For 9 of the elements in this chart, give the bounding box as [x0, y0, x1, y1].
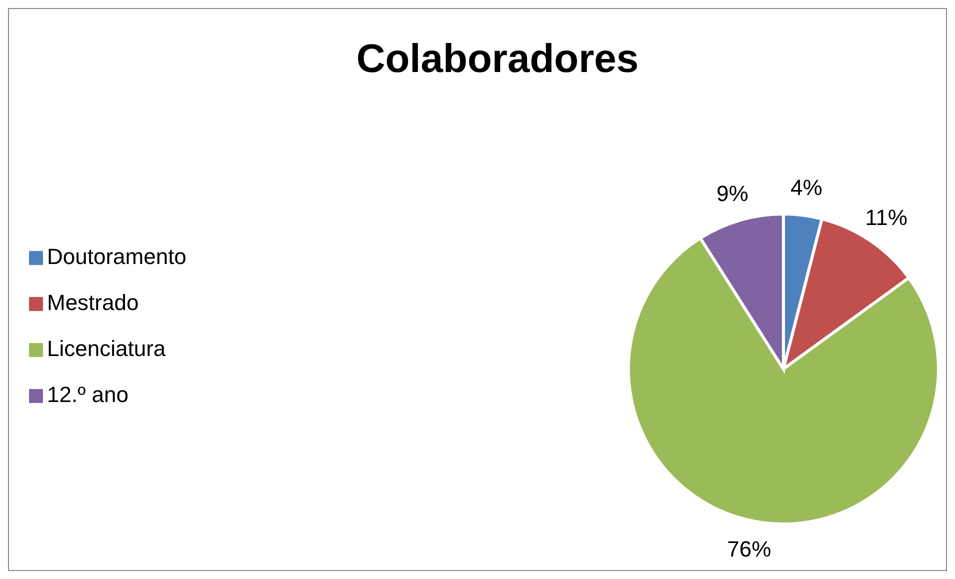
data-label: 11%	[865, 205, 908, 230]
legend-label: 12.º ano	[47, 382, 128, 406]
data-label: 4%	[790, 174, 822, 200]
data-label: 76%	[727, 536, 772, 562]
legend-label: Doutoramento	[47, 244, 186, 268]
legend-label: Licenciatura	[47, 336, 166, 360]
chart-title: Colaboradores	[355, 36, 640, 81]
legend-label: Mestrado	[47, 290, 139, 314]
data-label: 9%	[716, 180, 748, 206]
